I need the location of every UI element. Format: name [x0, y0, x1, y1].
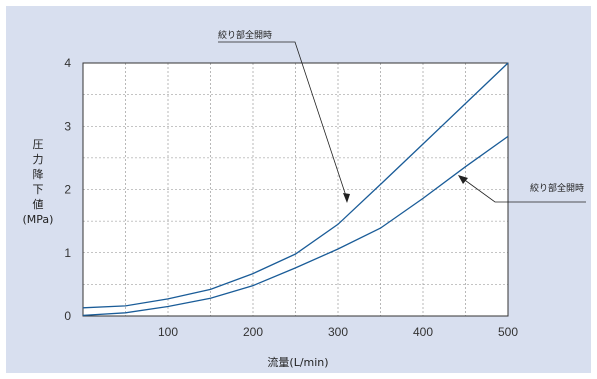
y-axis-label-char: 圧 — [33, 138, 44, 151]
y-axis-label-char: 降 — [33, 167, 44, 181]
x-axis-ticks: 100 200 300 400 500 — [158, 325, 518, 339]
y-tick-label: 2 — [64, 183, 71, 197]
x-tick-label: 100 — [158, 325, 178, 339]
x-axis-label: 流量(L/min) — [267, 355, 328, 369]
y-tick-label: 0 — [64, 309, 71, 323]
annotation-upper-text: 絞り部全開時 — [218, 29, 272, 41]
y-axis-ticks: 0 1 2 3 4 — [64, 56, 71, 323]
annotation-lower: 絞り部全開時 — [458, 175, 586, 203]
y-axis-label-char: 値 — [33, 198, 44, 211]
plot-area — [82, 62, 509, 317]
annotation-upper-arrowhead — [343, 193, 350, 203]
y-tick-label: 1 — [64, 246, 71, 260]
annotation-lower-leader — [461, 177, 586, 203]
y-axis-label-char: 力 — [33, 153, 44, 166]
y-axis-unit: (MPa) — [23, 213, 54, 226]
y-axis-label-char: 下 — [33, 183, 44, 196]
x-tick-label: 300 — [328, 325, 348, 339]
annotation-lower-arrowhead — [458, 175, 468, 184]
series-lines — [82, 62, 509, 317]
series-line-2 — [82, 135, 509, 317]
y-tick-label: 4 — [64, 56, 71, 70]
annotation-upper: 絞り部全開時 — [218, 29, 350, 203]
x-tick-label: 400 — [413, 325, 433, 339]
grid — [83, 63, 508, 316]
x-tick-label: 200 — [243, 325, 263, 339]
series-line-1 — [82, 62, 509, 309]
y-tick-label: 3 — [64, 119, 71, 133]
annotation-lower-text: 絞り部全開時 — [530, 182, 584, 194]
annotation-upper-leader — [218, 41, 348, 200]
x-tick-label: 500 — [498, 325, 518, 339]
